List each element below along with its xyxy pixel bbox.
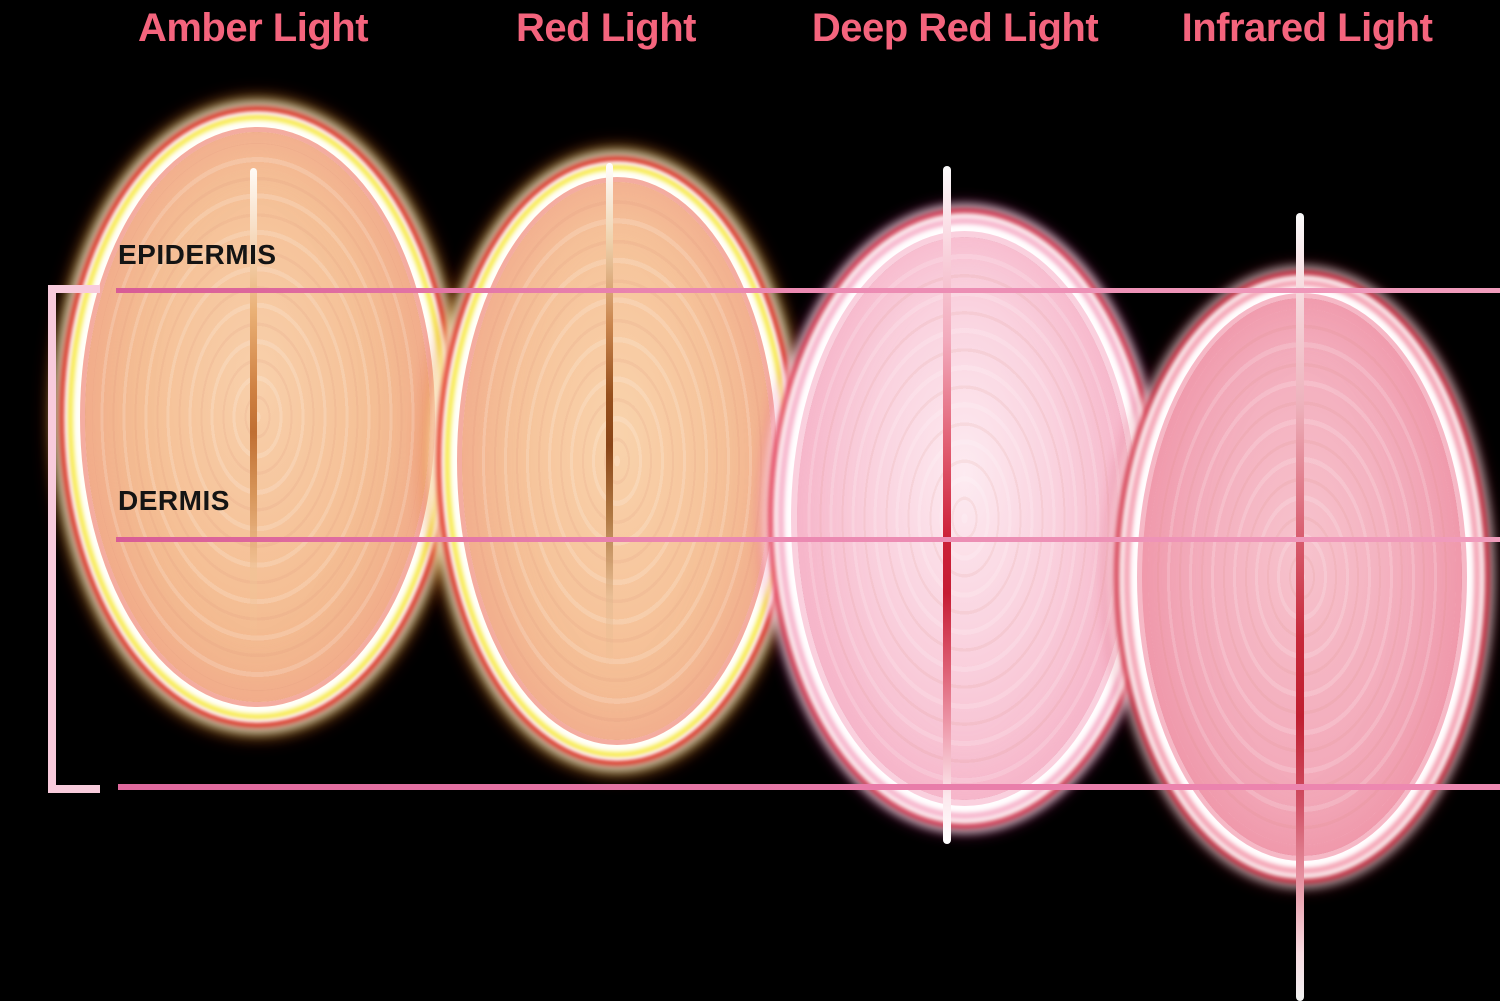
deep-red-light-beam <box>943 166 951 844</box>
title-infrared-light: Infrared Light <box>1181 6 1433 50</box>
infrared-light-beam <box>1296 213 1304 1001</box>
epidermis-label: EPIDERMIS <box>118 239 277 270</box>
title-deep-red-light: Deep Red Light <box>811 6 1099 50</box>
dermis-label: DERMIS <box>118 485 230 516</box>
title-amber-light: Amber Light <box>137 6 369 50</box>
red-light-glow-oval <box>462 182 772 740</box>
amber-light-glow-oval <box>85 132 430 702</box>
deep-red-light-glow-oval <box>797 237 1132 800</box>
amber-light-beam <box>250 168 257 648</box>
skin-depth-bracket <box>48 285 100 793</box>
subcutaneous-boundary-line <box>118 784 1500 790</box>
dermis-boundary-line <box>116 537 1500 542</box>
title-red-light: Red Light <box>516 6 696 50</box>
red-light-beam <box>606 163 613 668</box>
epidermis-boundary-line <box>116 288 1500 293</box>
